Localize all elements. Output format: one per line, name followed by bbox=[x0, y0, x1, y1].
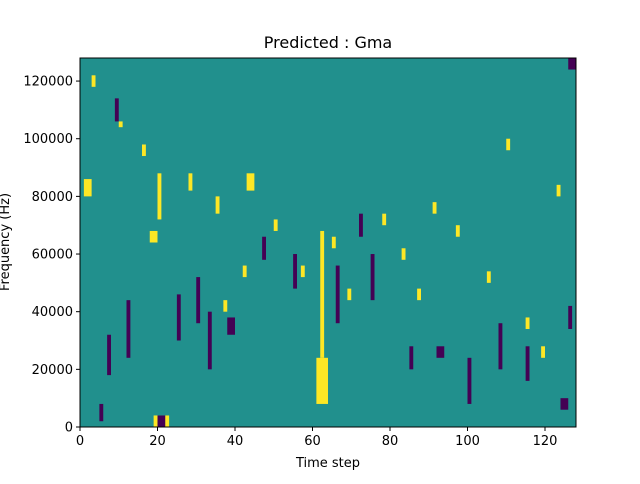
y-tick-label: 60000 bbox=[32, 248, 73, 263]
heatmap-cell bbox=[455, 225, 460, 237]
heatmap-cell bbox=[506, 138, 511, 151]
heatmap-cell bbox=[227, 317, 235, 335]
heatmap-cell bbox=[149, 230, 158, 243]
heatmap-cell bbox=[498, 323, 503, 370]
heatmap-cell bbox=[118, 121, 123, 128]
heatmap-cell bbox=[486, 271, 491, 283]
y-tick-label: 100000 bbox=[23, 132, 73, 147]
heatmap-cell bbox=[207, 311, 212, 370]
heatmap-cell bbox=[91, 75, 96, 87]
heatmap-cell bbox=[541, 346, 545, 358]
heatmap-cell bbox=[335, 265, 340, 324]
x-tick-label: 80 bbox=[382, 434, 399, 449]
heatmap-cell bbox=[347, 288, 352, 301]
chart-title: Predicted : Gma bbox=[264, 33, 392, 52]
y-axis: 0 20000 40000 60000 80000 100000 120000 bbox=[23, 75, 80, 436]
x-tick-label: 100 bbox=[455, 434, 480, 449]
heatmap-cell bbox=[359, 213, 363, 237]
heatmap-cell bbox=[436, 346, 445, 358]
heatmap-cell bbox=[273, 219, 278, 231]
heatmap-cell bbox=[99, 403, 104, 422]
heatmap-cell bbox=[262, 236, 266, 260]
heatmap-cell bbox=[223, 300, 228, 312]
x-tick-label: 0 bbox=[76, 434, 84, 449]
heatmap-cell bbox=[242, 265, 247, 278]
heatmap-cell bbox=[126, 300, 131, 358]
heatmap-cell bbox=[560, 398, 569, 410]
heatmap-cell bbox=[157, 173, 162, 220]
heatmap-cell bbox=[176, 294, 181, 341]
heatmap-cell bbox=[525, 317, 530, 329]
heatmap-cell bbox=[417, 288, 421, 301]
heatmap-cell bbox=[188, 173, 193, 191]
heatmap-cell bbox=[142, 144, 146, 157]
y-tick-label: 80000 bbox=[32, 190, 73, 205]
x-tick-label: 40 bbox=[227, 434, 244, 449]
y-tick-label: 120000 bbox=[23, 75, 73, 90]
heatmap-cell bbox=[382, 213, 387, 226]
y-tick-label: 40000 bbox=[32, 305, 73, 320]
x-tick-label: 20 bbox=[149, 434, 166, 449]
x-axis-label: Time step bbox=[295, 456, 360, 471]
heatmap-cell bbox=[432, 202, 437, 214]
heatmap-cell bbox=[215, 196, 220, 214]
heatmap-cell bbox=[300, 265, 305, 278]
x-tick-label: 120 bbox=[533, 434, 558, 449]
x-axis: 0 20 40 60 80 100 120 bbox=[76, 427, 558, 449]
heatmap-cell bbox=[568, 58, 576, 70]
plot-area bbox=[79, 57, 577, 428]
plot-frame bbox=[79, 57, 577, 428]
heatmap-cell bbox=[196, 277, 201, 324]
heatmap-cells bbox=[83, 58, 576, 427]
heatmap-cell bbox=[316, 357, 328, 404]
heatmap-cell bbox=[401, 248, 406, 260]
heatmap-cell bbox=[370, 254, 375, 301]
heatmap-cell bbox=[83, 179, 92, 197]
y-tick-label: 20000 bbox=[32, 363, 73, 378]
heatmap-cell bbox=[293, 254, 297, 289]
y-axis-label: Frequency (Hz) bbox=[0, 193, 13, 291]
y-tick-label: 0 bbox=[65, 421, 73, 436]
heatmap-cell bbox=[246, 173, 255, 191]
x-tick-label: 60 bbox=[304, 434, 321, 449]
heatmap-cell bbox=[568, 305, 573, 329]
heatmap-cell bbox=[320, 230, 325, 358]
heatmap-cell bbox=[107, 334, 111, 376]
heatmap-cell bbox=[331, 236, 336, 249]
heatmap-cell bbox=[525, 346, 530, 381]
heatmap-cell bbox=[157, 415, 166, 427]
heatmap-cell bbox=[467, 357, 472, 404]
heatmap-cell bbox=[556, 184, 561, 197]
heatmap-cell bbox=[409, 346, 414, 370]
heatmap-cell bbox=[114, 98, 119, 122]
